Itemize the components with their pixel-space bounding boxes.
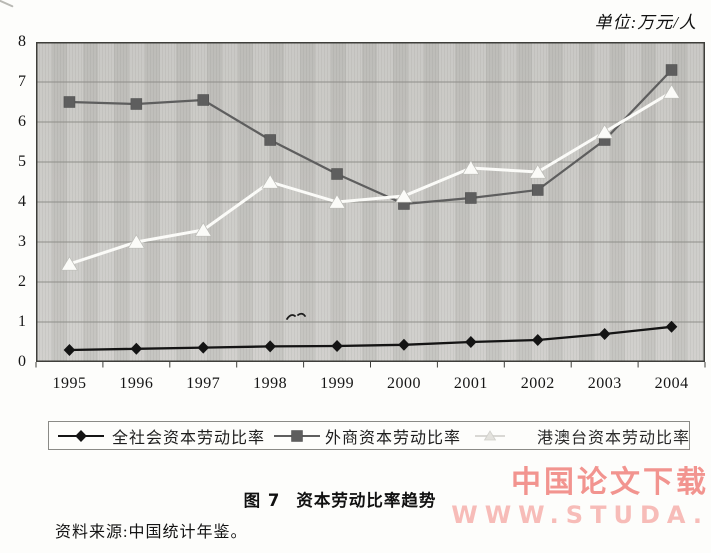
source-note: 资料来源:中国统计年鉴。 (55, 524, 248, 541)
figure-label: 图 7 (243, 491, 281, 510)
data-point-triangle-2001 (462, 160, 480, 175)
x-axis-tick-label: 1999 (320, 375, 355, 392)
legend-item: 全社会资本劳动比率 (58, 424, 265, 448)
legend-item: 港澳台资本劳动比率 (475, 424, 690, 448)
data-point-diamond-1995 (63, 344, 76, 356)
x-axis-tick-label: 2003 (587, 375, 622, 392)
data-point-diamond-1999 (331, 340, 343, 352)
data-point-triangle-2002 (529, 164, 547, 179)
y-axis-tick-label: 4 (18, 193, 26, 210)
y-axis-tick-label: 5 (18, 153, 26, 170)
data-point-square-1995 (63, 96, 76, 108)
x-axis-tick-label: 1998 (253, 375, 288, 392)
scan-smudge-artifact (286, 312, 306, 320)
line-chart (35, 42, 706, 368)
legend-marker-square-icon (274, 429, 321, 442)
y-axis-tick-label: 3 (18, 233, 26, 250)
plot-area (35, 42, 706, 368)
legend-item: 外商资本劳动比率 (274, 424, 461, 448)
data-point-triangle-1998 (261, 174, 279, 189)
data-point-triangle-1995 (60, 256, 79, 271)
x-axis-tick-label: 2004 (654, 375, 689, 392)
data-point-square-1996 (130, 98, 143, 110)
watermark: 中国论文下载 WWW.STUDA. (451, 465, 709, 530)
data-point-triangle-2000 (395, 188, 413, 203)
x-axis: 1995 1996 1997 1998 1999 2000 2001 2002 2003 2004 (36, 373, 705, 395)
x-axis-tick-label: 2002 (520, 375, 555, 392)
x-axis-tick-label: 2000 (386, 375, 421, 392)
x-axis-tick-label: 1995 (52, 375, 87, 392)
legend-label: 全社会资本劳动比率 (112, 429, 266, 447)
data-point-diamond-2003 (598, 328, 611, 340)
legend-label: 港澳台资本劳动比率 (537, 429, 691, 447)
legend-marker-triangle-icon (475, 429, 506, 440)
legend-label: 外商资本劳动比率 (325, 429, 462, 447)
data-point-triangle-2003 (596, 124, 614, 139)
legend-marker-diamond-icon (58, 429, 104, 442)
y-axis-tick-label: 7 (18, 73, 26, 90)
x-axis-tick-label: 1997 (186, 375, 221, 392)
data-point-diamond-1997 (197, 341, 210, 354)
scan-corner-artifact (0, 0, 14, 8)
unit-label: 单位:万元/人 (594, 13, 697, 32)
data-point-square-1998 (264, 134, 276, 146)
y-axis-tick-label: 8 (18, 33, 26, 50)
data-point-square-2002 (532, 184, 544, 196)
watermark-site-name: 中国论文下载 (511, 465, 709, 500)
data-point-triangle-1997 (194, 222, 212, 237)
data-point-square-1999 (331, 168, 343, 180)
x-axis-tick-label: 1996 (119, 375, 154, 392)
data-point-square-2001 (465, 192, 477, 204)
y-axis-tick-label: 0 (18, 353, 26, 370)
chart-legend: 全社会资本劳动比率 外商资本劳动比率 港澳台资本劳动比率 (48, 421, 690, 450)
series-line-square (69, 69, 673, 206)
y-axis-tick-label: 2 (18, 273, 26, 290)
data-point-square-2004 (665, 64, 678, 76)
data-point-diamond-1998 (264, 340, 276, 353)
plot-border (36, 42, 705, 362)
series-line-triangle (68, 90, 673, 266)
y-axis-tick-label: 6 (18, 113, 26, 130)
y-axis-tick-label: 1 (18, 313, 26, 330)
figure-caption: 图 7 资本劳动比率趋势 (0, 487, 680, 511)
data-point-diamond-2004 (665, 320, 678, 333)
data-point-square-1997 (197, 94, 209, 106)
data-point-diamond-2002 (531, 334, 544, 346)
series-line-diamond (69, 325, 672, 352)
data-point-triangle-2004 (662, 84, 681, 99)
data-point-diamond-1996 (130, 342, 143, 355)
data-point-diamond-2000 (398, 338, 410, 351)
watermark-url: WWW.STUDA. (451, 501, 709, 529)
x-axis-tick-label: 2001 (453, 375, 488, 392)
data-point-triangle-1996 (127, 234, 145, 249)
data-point-diamond-2001 (465, 336, 477, 348)
data-point-triangle-1999 (328, 194, 346, 209)
figure-title: 资本劳动比率趋势 (296, 491, 437, 510)
